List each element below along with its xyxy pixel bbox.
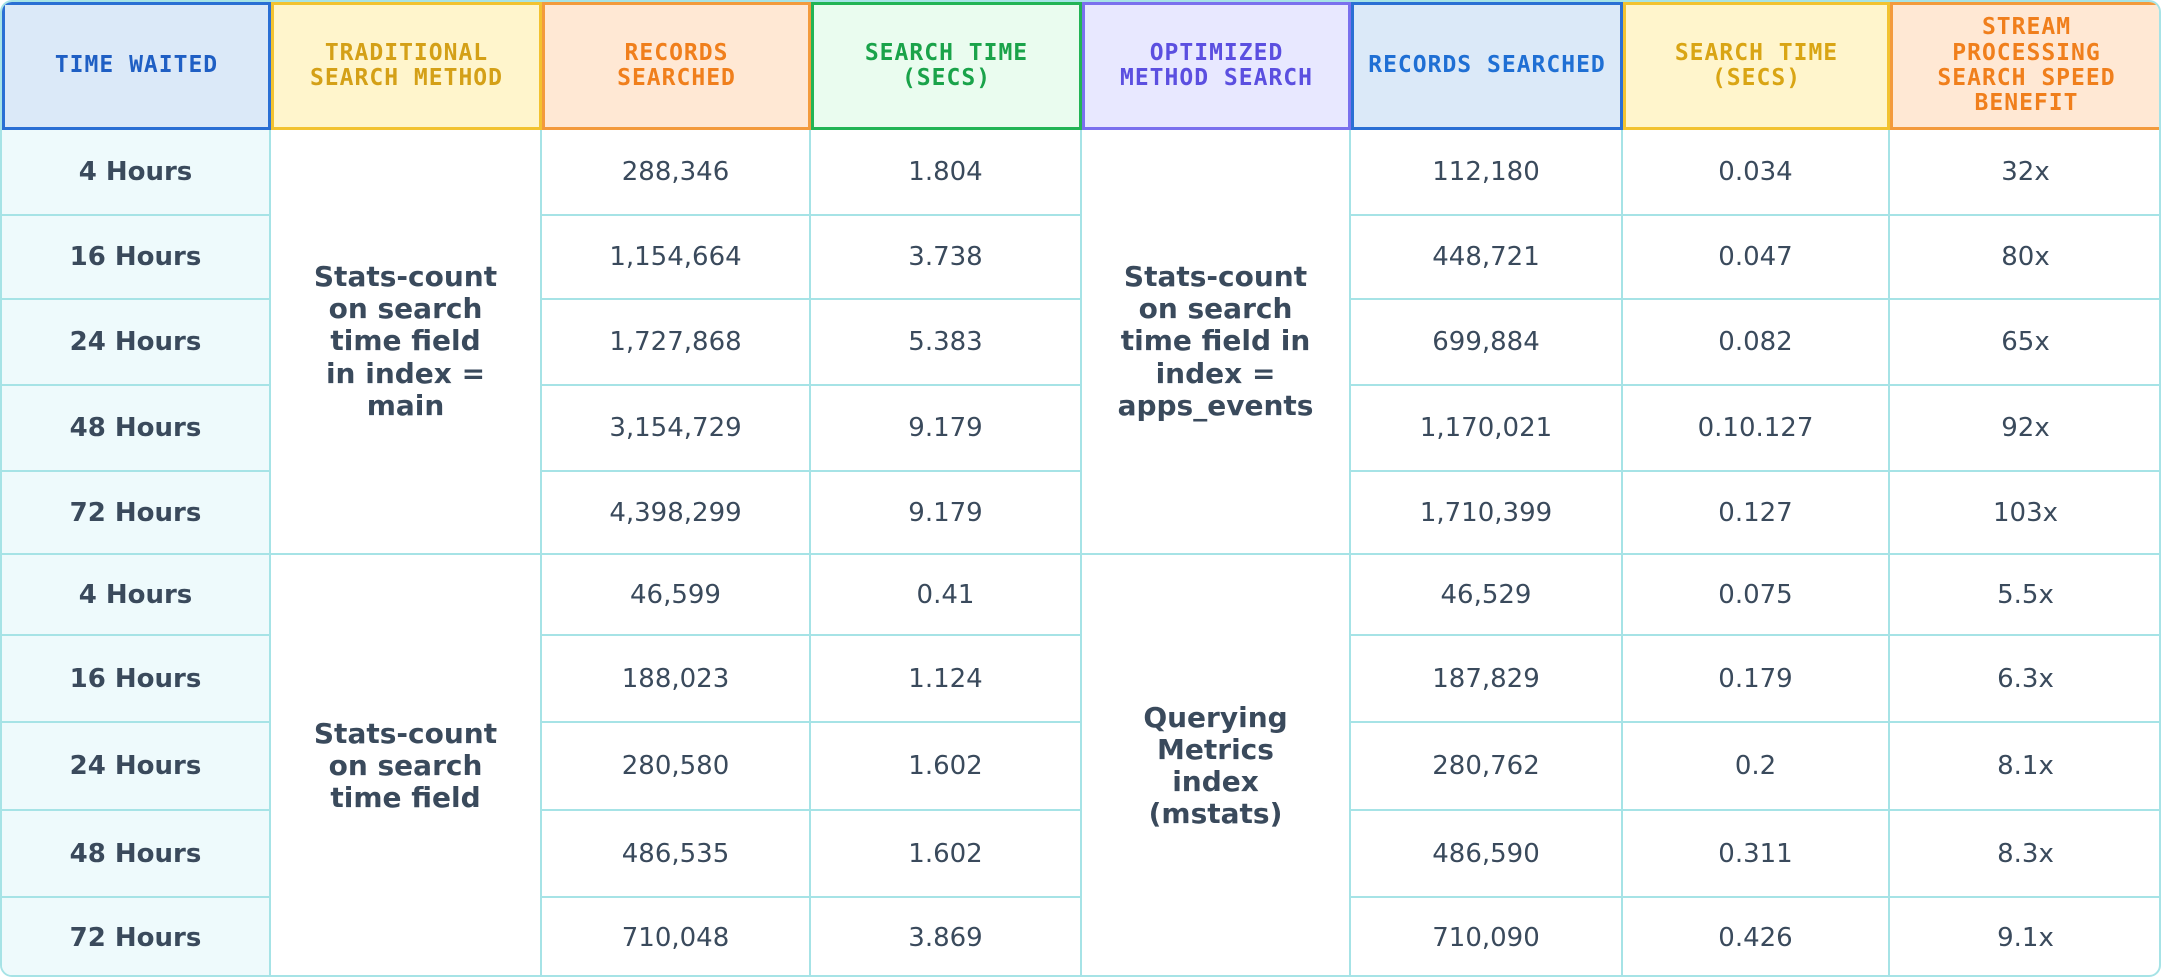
- value-cell: 9.179: [811, 472, 1082, 555]
- value-cell: 1.804: [811, 130, 1082, 216]
- value-cell: 448,721: [1351, 216, 1623, 300]
- traditional-method: Stats-count on search time field: [271, 555, 542, 975]
- value-cell: 3.869: [811, 898, 1082, 975]
- value-cell: 9.179: [811, 386, 1082, 472]
- value-cell: 6.3x: [1890, 636, 2159, 723]
- value-cell: 0.179: [1623, 636, 1890, 723]
- value-cell: 9.1x: [1890, 898, 2159, 975]
- time-waited: 72 Hours: [2, 472, 271, 555]
- value-cell: 5.5x: [1890, 555, 2159, 636]
- time-waited: 4 Hours: [2, 130, 271, 216]
- value-cell: 188,023: [542, 636, 811, 723]
- value-cell: 710,048: [542, 898, 811, 975]
- value-cell: 46,599: [542, 555, 811, 636]
- value-cell: 280,580: [542, 723, 811, 811]
- optimized-method: Querying Metrics index (mstats): [1082, 555, 1351, 975]
- time-waited: 48 Hours: [2, 811, 271, 898]
- value-cell: 288,346: [542, 130, 811, 216]
- value-cell: 699,884: [1351, 300, 1623, 386]
- value-cell: 486,535: [542, 811, 811, 898]
- value-cell: 0.127: [1623, 472, 1890, 555]
- value-cell: 187,829: [1351, 636, 1623, 723]
- value-cell: 0.426: [1623, 898, 1890, 975]
- value-cell: 46,529: [1351, 555, 1623, 636]
- value-cell: 1.602: [811, 811, 1082, 898]
- value-cell: 112,180: [1351, 130, 1623, 216]
- column-header: RECORDS SEARCHED: [1351, 2, 1623, 130]
- value-cell: 8.3x: [1890, 811, 2159, 898]
- column-header: TIME WAITED: [2, 2, 271, 130]
- traditional-method: Stats-count on search time field in inde…: [271, 130, 542, 555]
- value-cell: 710,090: [1351, 898, 1623, 975]
- column-header: RECORDS SEARCHED: [542, 2, 811, 130]
- value-cell: 4,398,299: [542, 472, 811, 555]
- value-cell: 1,710,399: [1351, 472, 1623, 555]
- time-waited: 48 Hours: [2, 386, 271, 472]
- value-cell: 3.738: [811, 216, 1082, 300]
- value-cell: 0.034: [1623, 130, 1890, 216]
- value-cell: 1,154,664: [542, 216, 811, 300]
- column-header: STREAM PROCESSING SEARCH SPEED BENEFIT: [1890, 2, 2159, 130]
- optimized-method: Stats-count on search time field in inde…: [1082, 130, 1351, 555]
- value-cell: 0.41: [811, 555, 1082, 636]
- time-waited: 4 Hours: [2, 555, 271, 636]
- value-cell: 32x: [1890, 130, 2159, 216]
- value-cell: 0.10.127: [1623, 386, 1890, 472]
- value-cell: 0.075: [1623, 555, 1890, 636]
- time-waited: 72 Hours: [2, 898, 271, 975]
- time-waited: 24 Hours: [2, 723, 271, 811]
- value-cell: 1,727,868: [542, 300, 811, 386]
- value-cell: 80x: [1890, 216, 2159, 300]
- value-cell: 3,154,729: [542, 386, 811, 472]
- value-cell: 486,590: [1351, 811, 1623, 898]
- value-cell: 8.1x: [1890, 723, 2159, 811]
- time-waited: 24 Hours: [2, 300, 271, 386]
- value-cell: 1.124: [811, 636, 1082, 723]
- value-cell: 0.2: [1623, 723, 1890, 811]
- time-waited: 16 Hours: [2, 636, 271, 723]
- time-waited: 16 Hours: [2, 216, 271, 300]
- value-cell: 92x: [1890, 386, 2159, 472]
- value-cell: 5.383: [811, 300, 1082, 386]
- column-header: SEARCH TIME (SECS): [811, 2, 1082, 130]
- value-cell: 0.082: [1623, 300, 1890, 386]
- value-cell: 1,170,021: [1351, 386, 1623, 472]
- column-header: OPTIMIZED METHOD SEARCH: [1082, 2, 1351, 130]
- value-cell: 0.311: [1623, 811, 1890, 898]
- value-cell: 1.602: [811, 723, 1082, 811]
- column-header: SEARCH TIME (SECS): [1623, 2, 1890, 130]
- value-cell: 65x: [1890, 300, 2159, 386]
- value-cell: 280,762: [1351, 723, 1623, 811]
- value-cell: 103x: [1890, 472, 2159, 555]
- value-cell: 0.047: [1623, 216, 1890, 300]
- column-header: TRADITIONAL SEARCH METHOD: [271, 2, 542, 130]
